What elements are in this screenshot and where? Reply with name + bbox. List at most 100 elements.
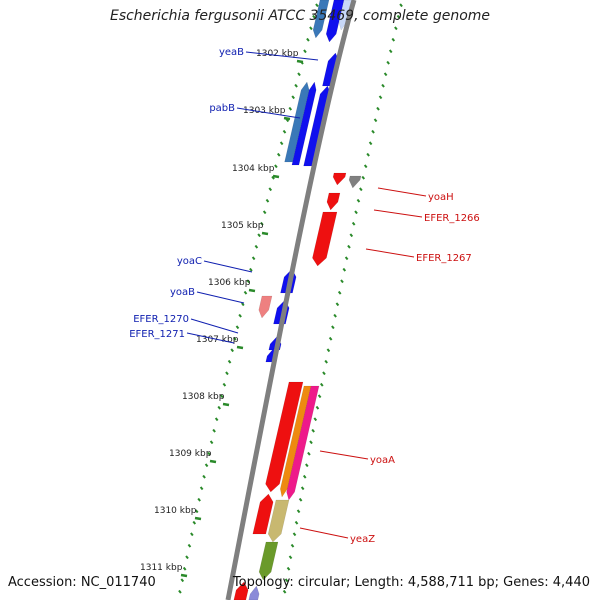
kbp-tick-label: 1311 kbp xyxy=(140,563,183,573)
major-tick xyxy=(236,345,244,350)
inner-tick-mark xyxy=(396,14,401,19)
gene-labels: yeaB pabB yoaC yoaB EFER_1270 EFER_1271 yoaH EF… xyxy=(129,47,480,545)
outer-tick-mark xyxy=(279,141,284,146)
gene-arrow xyxy=(284,81,310,163)
kbp-tick-label: 1310 kbp xyxy=(154,506,197,516)
inner-tick-mark xyxy=(351,221,356,226)
gene-label-forward: yeaB xyxy=(219,47,244,58)
outer-tick-mark xyxy=(262,210,267,215)
outer-tick-mark xyxy=(233,336,237,341)
inner-tick-mark xyxy=(324,359,328,364)
major-tick xyxy=(222,402,230,407)
outer-tick-mark xyxy=(217,405,221,410)
major-tick xyxy=(180,573,188,578)
inner-tick-mark xyxy=(290,543,295,548)
inner-tick-mark xyxy=(315,405,320,410)
outer-tick-mark xyxy=(315,3,319,8)
gene-arrow xyxy=(267,499,290,543)
outer-tick-mark xyxy=(312,14,316,19)
inner-tick-mark xyxy=(376,106,380,111)
outer-tick-mark xyxy=(294,83,298,88)
inner-tick-mark xyxy=(342,267,347,272)
map-title: Escherichia fergusonii ATCC 35469, compl… xyxy=(109,8,491,24)
label-leader-line xyxy=(373,209,423,218)
inner-tick-mark xyxy=(388,49,393,54)
inner-tick-mark xyxy=(311,428,315,433)
outer-tick-mark xyxy=(241,302,245,307)
gene-label-reverse: EFER_1266 xyxy=(424,213,480,224)
label-leader-line xyxy=(377,187,427,197)
inner-tick-mark xyxy=(288,555,293,560)
gene-arrow xyxy=(258,295,273,319)
gene-arrow xyxy=(338,0,353,31)
inner-tick-mark xyxy=(292,532,297,537)
gene-arrow xyxy=(280,385,312,498)
inner-tick-mark xyxy=(359,187,363,192)
gene-label-forward: yoaB xyxy=(170,287,195,298)
kbp-tick-label: 1302 kbp xyxy=(256,49,299,59)
label-leader-line xyxy=(365,248,415,258)
outer-tick-mark xyxy=(246,279,250,284)
label-leader-line xyxy=(190,318,239,334)
outer-tick-mark xyxy=(222,382,227,387)
outer-tick-mark xyxy=(254,244,259,249)
outer-tick-mark xyxy=(271,175,275,180)
outer-tick-mark xyxy=(197,497,201,502)
outer-tick-mark xyxy=(202,474,206,479)
kbp-tick-label: 1303 kbp xyxy=(243,106,286,116)
inner-tick-mark xyxy=(344,256,349,261)
inner-tick-mark xyxy=(335,302,340,307)
outer-tick-mark xyxy=(178,589,182,594)
inner-tick-mark xyxy=(286,566,291,571)
inner-tick-mark xyxy=(300,486,305,491)
outer-tick-mark xyxy=(265,198,270,203)
outer-tick-mark xyxy=(303,49,307,54)
outer-tick-mark xyxy=(238,313,242,318)
outer-tick-mark xyxy=(214,417,219,422)
outer-tick-mark xyxy=(257,233,261,238)
outer-tick-mark xyxy=(212,428,216,433)
outer-tick-mark xyxy=(251,256,256,261)
inner-tick-mark xyxy=(363,164,368,169)
inner-tick-mark xyxy=(298,497,303,502)
major-tick xyxy=(272,174,280,179)
inner-tick-mark xyxy=(296,509,301,514)
gene-arrow xyxy=(312,0,330,39)
inner-tick-mark xyxy=(282,589,287,594)
inner-tick-mark xyxy=(294,520,299,525)
outer-tick-mark xyxy=(276,152,281,157)
outer-tick-mark xyxy=(268,187,273,192)
major-tick xyxy=(261,231,269,236)
inner-tick-mark xyxy=(386,60,390,65)
gene-label-forward: EFER_1270 xyxy=(133,314,189,325)
outer-tick-mark xyxy=(182,566,187,571)
inner-tick-mark xyxy=(361,175,366,180)
major-tick xyxy=(209,459,217,464)
inner-tick-mark xyxy=(309,440,313,445)
gene-arrow xyxy=(286,385,320,501)
outer-tick-mark xyxy=(306,37,310,42)
inner-tick-mark xyxy=(368,141,373,146)
label-leader-line xyxy=(196,291,245,304)
inner-tick-mark xyxy=(391,37,396,42)
gene-arrow xyxy=(252,493,274,535)
major-tick xyxy=(248,288,256,293)
inner-tick-mark xyxy=(383,72,388,77)
label-leader-line xyxy=(319,450,369,460)
gene-label-reverse: yeaZ xyxy=(350,534,375,545)
gene-label-reverse: EFER_1267 xyxy=(416,253,472,264)
gene-arrow xyxy=(332,172,347,186)
gene-label-forward: EFER_1271 xyxy=(129,329,185,340)
outer-tick-mark xyxy=(260,221,264,226)
outer-tick-mark xyxy=(227,359,232,364)
kbp-tick-label: 1304 kbp xyxy=(232,164,275,174)
gene-arrow xyxy=(325,0,345,43)
inner-tick-mark xyxy=(354,210,358,215)
inner-tick-mark xyxy=(356,198,361,203)
gene-arrow xyxy=(265,381,304,493)
gene-label-reverse: yoaA xyxy=(370,455,395,466)
topology-text: Topology: circular; Length: 4,588,711 bp… xyxy=(232,575,590,590)
gene-arrow xyxy=(291,81,317,166)
outer-tick-mark xyxy=(243,290,248,295)
inner-tick-mark xyxy=(317,394,322,399)
